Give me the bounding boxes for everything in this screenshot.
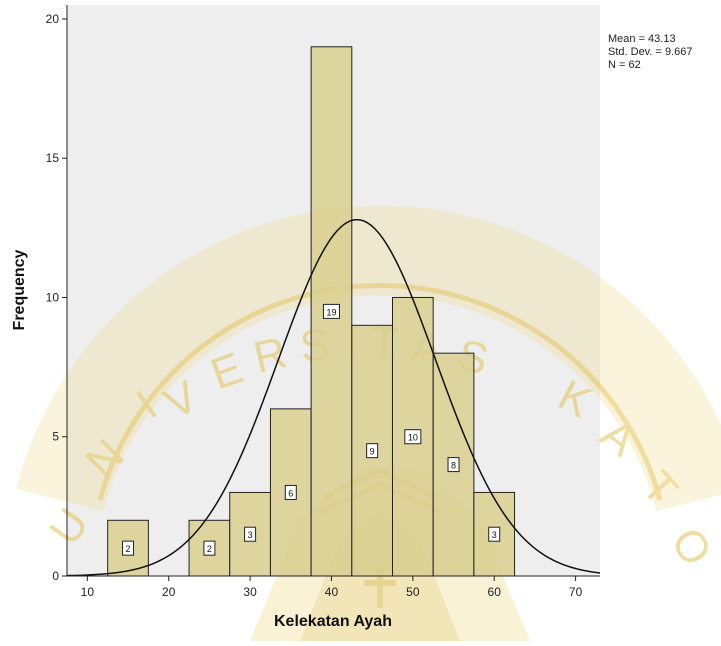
data-label: 3 (248, 530, 253, 540)
data-label-box (447, 457, 460, 473)
data-label: 3 (492, 530, 497, 540)
x-tick-label: 70 (569, 585, 583, 599)
bar-data-labels: 2 2 3 6 19 9 10 8 3 (122, 303, 501, 556)
x-tick-label: 40 (325, 585, 339, 599)
axes: 0 5 10 15 20 10 20 30 40 50 60 70 (46, 5, 600, 599)
y-tick-label: 15 (46, 151, 60, 165)
svg-text:O: O (662, 519, 721, 574)
y-tick-label: 10 (46, 290, 60, 304)
y-axis-title: Frequency (11, 249, 28, 330)
x-tick-label: 60 (488, 585, 502, 599)
data-label: 19 (326, 307, 336, 317)
normal-curve (66, 218, 601, 577)
data-label-box (404, 429, 422, 445)
data-label-box (203, 540, 216, 556)
data-label: 8 (451, 461, 456, 471)
data-label-box (366, 443, 379, 459)
x-tick-label: 30 (243, 585, 257, 599)
data-label-box (244, 526, 257, 542)
x-tick-label: 20 (162, 585, 176, 599)
x-tick-label: 50 (406, 585, 420, 599)
stats-annotation: Mean = 43.13 Std. Dev. = 9.667 N = 62 (608, 33, 693, 71)
stats-mean: Mean = 43.13 (608, 33, 676, 45)
data-label-box (322, 303, 340, 319)
y-tick-label: 0 (52, 569, 59, 583)
normal-curve-layer (66, 218, 601, 577)
data-label: 2 (207, 544, 212, 554)
data-label: 2 (126, 544, 131, 554)
x-axis-title: Kelekatan Ayah (274, 613, 392, 630)
y-tick-label: 5 (52, 430, 59, 444)
data-label: 6 (288, 488, 293, 498)
y-tick-label: 20 (46, 12, 60, 26)
stats-std-dev: Std. Dev. = 9.667 (608, 46, 693, 58)
data-label: 10 (408, 433, 418, 443)
data-label: 9 (370, 447, 375, 457)
data-label-box (284, 484, 297, 500)
bars (107, 46, 516, 577)
data-label-box (122, 540, 135, 556)
stats-n: N = 62 (608, 59, 641, 71)
data-label-box (488, 526, 501, 542)
x-tick-label: 10 (81, 585, 95, 599)
